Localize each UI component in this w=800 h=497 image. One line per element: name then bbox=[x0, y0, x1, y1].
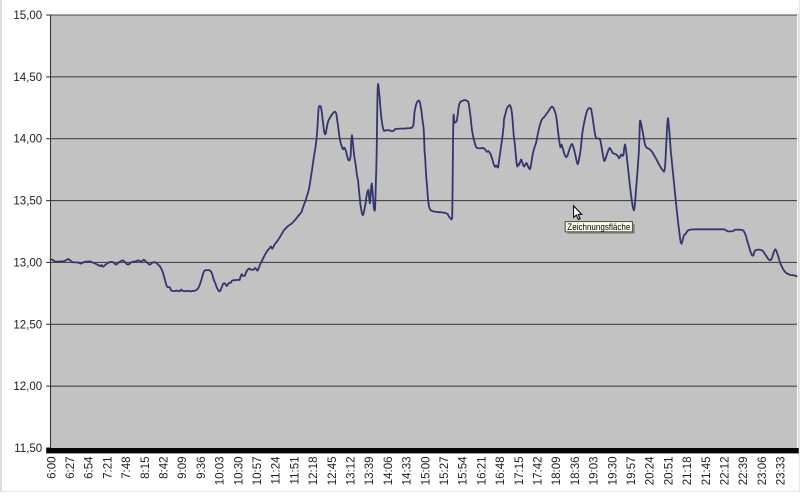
svg-text:23:06: 23:06 bbox=[757, 457, 769, 486]
svg-text:15:00: 15:00 bbox=[420, 457, 432, 486]
svg-text:15,00: 15,00 bbox=[13, 10, 42, 22]
svg-text:19:03: 19:03 bbox=[589, 457, 601, 486]
svg-text:17:15: 17:15 bbox=[514, 457, 526, 486]
svg-text:14,50: 14,50 bbox=[13, 72, 42, 84]
svg-text:21:18: 21:18 bbox=[682, 457, 694, 486]
svg-text:13,50: 13,50 bbox=[13, 196, 42, 208]
svg-text:15:54: 15:54 bbox=[458, 456, 470, 485]
svg-text:14,00: 14,00 bbox=[13, 134, 42, 146]
svg-text:13:12: 13:12 bbox=[346, 457, 358, 486]
svg-text:Zeichnungsfläche: Zeichnungsfläche bbox=[567, 222, 630, 232]
svg-text:8:15: 8:15 bbox=[140, 457, 152, 479]
svg-text:23:33: 23:33 bbox=[776, 457, 788, 486]
svg-text:9:36: 9:36 bbox=[196, 457, 208, 479]
svg-text:10:57: 10:57 bbox=[252, 457, 264, 486]
svg-text:6:54: 6:54 bbox=[84, 456, 96, 479]
svg-text:14:33: 14:33 bbox=[402, 457, 414, 486]
svg-text:12:18: 12:18 bbox=[308, 457, 320, 486]
svg-text:16:21: 16:21 bbox=[476, 457, 488, 486]
svg-text:19:30: 19:30 bbox=[607, 457, 619, 486]
svg-text:9:09: 9:09 bbox=[177, 457, 189, 479]
svg-text:16:48: 16:48 bbox=[495, 457, 507, 486]
svg-text:12,50: 12,50 bbox=[13, 319, 42, 331]
svg-text:12,00: 12,00 bbox=[13, 381, 42, 393]
svg-text:20:51: 20:51 bbox=[663, 457, 675, 486]
svg-text:20:24: 20:24 bbox=[645, 456, 657, 485]
svg-text:22:39: 22:39 bbox=[738, 457, 750, 486]
svg-text:17:42: 17:42 bbox=[533, 457, 545, 486]
svg-text:7:48: 7:48 bbox=[121, 457, 133, 479]
svg-text:11:24: 11:24 bbox=[271, 456, 283, 485]
svg-text:19:57: 19:57 bbox=[626, 457, 638, 486]
svg-text:10:30: 10:30 bbox=[233, 457, 245, 486]
svg-text:8:42: 8:42 bbox=[159, 457, 171, 479]
svg-text:10:03: 10:03 bbox=[215, 457, 227, 486]
svg-text:11,50: 11,50 bbox=[14, 443, 42, 455]
svg-text:14:06: 14:06 bbox=[383, 457, 395, 486]
svg-text:21:45: 21:45 bbox=[701, 457, 713, 486]
svg-text:18:09: 18:09 bbox=[551, 457, 563, 486]
svg-text:13,00: 13,00 bbox=[13, 257, 42, 269]
svg-text:22:12: 22:12 bbox=[720, 457, 732, 486]
svg-text:11:51: 11:51 bbox=[289, 457, 301, 485]
svg-text:15:27: 15:27 bbox=[439, 457, 451, 486]
svg-text:13:39: 13:39 bbox=[364, 457, 376, 486]
svg-text:7:21: 7:21 bbox=[102, 457, 114, 479]
svg-text:6:27: 6:27 bbox=[65, 457, 77, 479]
svg-text:6:00: 6:00 bbox=[46, 457, 58, 479]
svg-text:12:45: 12:45 bbox=[327, 457, 339, 486]
svg-text:18:36: 18:36 bbox=[570, 457, 582, 486]
